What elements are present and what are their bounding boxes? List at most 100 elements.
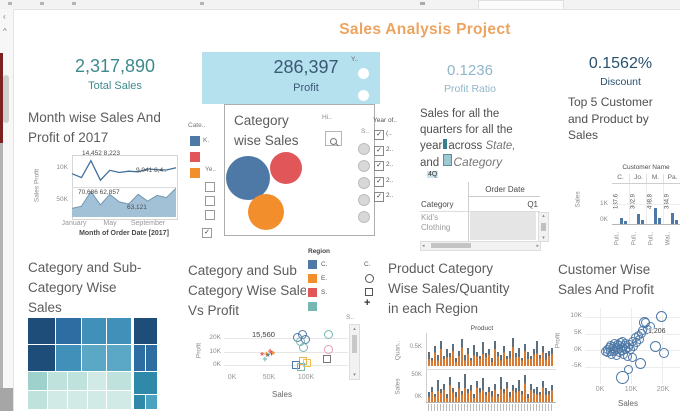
treemap-cell[interactable]: [28, 372, 47, 390]
sales-bars[interactable]: [428, 372, 554, 402]
toolbar-tab[interactable]: [478, 0, 564, 9]
bar[interactable]: [488, 349, 490, 366]
toolbar-icon[interactable]: [420, 2, 425, 5]
year-legend-checkboxes[interactable]: ✓: [202, 182, 225, 242]
treemap-cell[interactable]: [134, 372, 157, 394]
bar[interactable]: [497, 352, 499, 366]
treemap-cell[interactable]: [82, 318, 106, 344]
scroll-down-icon[interactable]: ▾: [542, 235, 545, 241]
scroll-left-icon[interactable]: ◂: [422, 243, 425, 249]
scatter-point-circle[interactable]: [658, 347, 669, 358]
bar[interactable]: [641, 220, 644, 224]
bar[interactable]: [473, 345, 475, 366]
scatter-point-square[interactable]: [323, 355, 332, 364]
plus-shape-icon[interactable]: +: [364, 297, 371, 309]
year-checkbox[interactable]: ✓: [374, 192, 384, 202]
category-bubble[interactable]: [270, 152, 302, 184]
top5-plot[interactable]: 187.6 302.9 498.8 334.9: [612, 184, 680, 225]
year-checkbox[interactable]: ✓: [374, 145, 384, 156]
kpi-profit-card[interactable]: 286,397 Profit: [202, 52, 380, 104]
scatter-point-circle[interactable]: [324, 329, 334, 339]
bar[interactable]: [500, 354, 502, 366]
bar[interactable]: [533, 349, 535, 366]
bar[interactable]: [491, 357, 493, 366]
bar[interactable]: [428, 352, 430, 366]
search-button[interactable]: [325, 131, 342, 146]
bar[interactable]: [476, 352, 478, 366]
region-legend-item[interactable]: S.: [306, 287, 340, 299]
treemap-cell[interactable]: [48, 391, 67, 409]
bar[interactable]: [624, 221, 627, 224]
scatter-point-circle[interactable]: [627, 353, 637, 363]
bar[interactable]: [497, 393, 499, 402]
bar[interactable]: [458, 350, 460, 366]
radio-button[interactable]: [358, 68, 369, 79]
region-legend-item[interactable]: [306, 301, 340, 313]
bar[interactable]: [443, 356, 445, 366]
bar[interactable]: [518, 347, 520, 366]
bar[interactable]: [476, 381, 478, 402]
bar[interactable]: [458, 382, 460, 402]
bar[interactable]: [452, 388, 454, 402]
bubble-plot[interactable]: [225, 105, 374, 235]
toolbar-icon[interactable]: [8, 2, 12, 5]
bar[interactable]: [452, 343, 454, 366]
bar[interactable]: [654, 208, 657, 224]
treemap-cell[interactable]: [28, 345, 55, 371]
treemap-cell[interactable]: [134, 345, 145, 371]
bar[interactable]: [500, 376, 502, 402]
treemap-plot[interactable]: [28, 318, 157, 411]
checkbox[interactable]: [205, 210, 215, 220]
bar[interactable]: [545, 353, 547, 366]
scatter-point-plus[interactable]: +: [262, 353, 268, 364]
table-cell[interactable]: Kid's: [421, 213, 439, 222]
bar[interactable]: [509, 392, 511, 402]
treemap-cell[interactable]: [107, 345, 131, 371]
bar[interactable]: [524, 343, 526, 366]
treemap-cell[interactable]: [28, 391, 47, 409]
scatter-point-circle[interactable]: [635, 358, 647, 370]
bar[interactable]: [515, 388, 517, 402]
bar[interactable]: [431, 386, 433, 402]
bar[interactable]: [455, 357, 457, 366]
bar[interactable]: [485, 392, 487, 402]
bar[interactable]: [437, 354, 439, 366]
treemap-cell[interactable]: [134, 395, 145, 409]
bar[interactable]: [479, 388, 481, 402]
scatter-point-circle[interactable]: [324, 344, 334, 354]
treemap-cell[interactable]: [134, 318, 157, 344]
circle-shape-icon[interactable]: [365, 274, 374, 283]
bar[interactable]: [530, 356, 532, 366]
radio-button[interactable]: [358, 90, 369, 101]
radio-button[interactable]: [358, 211, 370, 223]
bar[interactable]: [431, 357, 433, 366]
bar[interactable]: [467, 389, 469, 402]
year-checkbox[interactable]: ✓: [374, 176, 384, 187]
scatter1-scrollbar[interactable]: ▴ ▾: [349, 324, 360, 380]
region-legend-item[interactable]: C.: [306, 259, 340, 271]
rail-scrollbar-thumb[interactable]: [3, 75, 9, 123]
bar[interactable]: [506, 382, 508, 402]
square-shape-icon[interactable]: [365, 288, 373, 296]
scatter-point-circle[interactable]: [624, 364, 634, 374]
bar[interactable]: [434, 393, 436, 402]
bar[interactable]: [455, 392, 457, 402]
bar[interactable]: [536, 340, 538, 366]
treemap-cell[interactable]: [28, 318, 55, 344]
bar[interactable]: [491, 390, 493, 402]
bar[interactable]: [503, 346, 505, 366]
bar[interactable]: [440, 389, 442, 402]
bar[interactable]: [671, 213, 674, 224]
bar[interactable]: [539, 392, 541, 402]
region-legend-item[interactable]: E.: [306, 273, 340, 285]
bar[interactable]: [494, 340, 496, 366]
bar[interactable]: [470, 357, 472, 366]
bar[interactable]: [545, 388, 547, 402]
bar[interactable]: [518, 379, 520, 402]
scatter1-plot[interactable]: * + * + + * +: [224, 328, 348, 372]
year-filter-list[interactable]: ✓ (.. ✓ 2.. ✓ 2.. ✓ 2.. ✓ 2..: [374, 130, 410, 215]
table-horizontal-scrollbar[interactable]: ◂ ▸: [420, 241, 541, 251]
scatter-point-circle[interactable]: [299, 342, 309, 352]
scrollbar-thumb[interactable]: [540, 223, 546, 231]
radio-button[interactable]: [358, 160, 370, 172]
